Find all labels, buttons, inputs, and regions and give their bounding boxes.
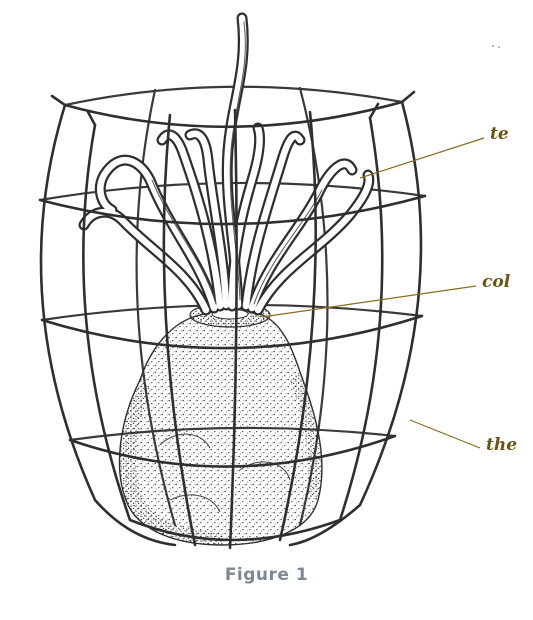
meridian-left-outer	[39, 103, 177, 547]
meridian-front-4	[278, 110, 318, 542]
meridian-front-5	[338, 116, 384, 522]
label-column: col	[482, 272, 511, 292]
leader-te	[359, 137, 485, 179]
anemone-body	[118, 302, 323, 546]
ring-top-rim	[63, 100, 404, 129]
meridian-right-outer	[288, 100, 423, 547]
ring-4-front	[68, 434, 397, 468]
theca-front	[38, 90, 427, 550]
ring-3-front	[40, 314, 424, 350]
ring-bottom	[128, 518, 342, 542]
scan-specks	[492, 45, 500, 48]
meridian-front-2	[162, 113, 197, 547]
leader-col	[261, 285, 477, 318]
tentacles	[78, 12, 375, 316]
ring-2-front	[38, 194, 427, 226]
label-tentacles: te	[490, 124, 509, 144]
leader-lines	[261, 137, 485, 449]
ring-1-back	[63, 85, 404, 107]
label-theca: the	[486, 435, 518, 455]
meridian-front-1	[82, 123, 132, 522]
leader-the	[409, 419, 481, 449]
figure-caption: Figure 1	[224, 565, 309, 585]
meridian-front-3	[228, 108, 238, 550]
